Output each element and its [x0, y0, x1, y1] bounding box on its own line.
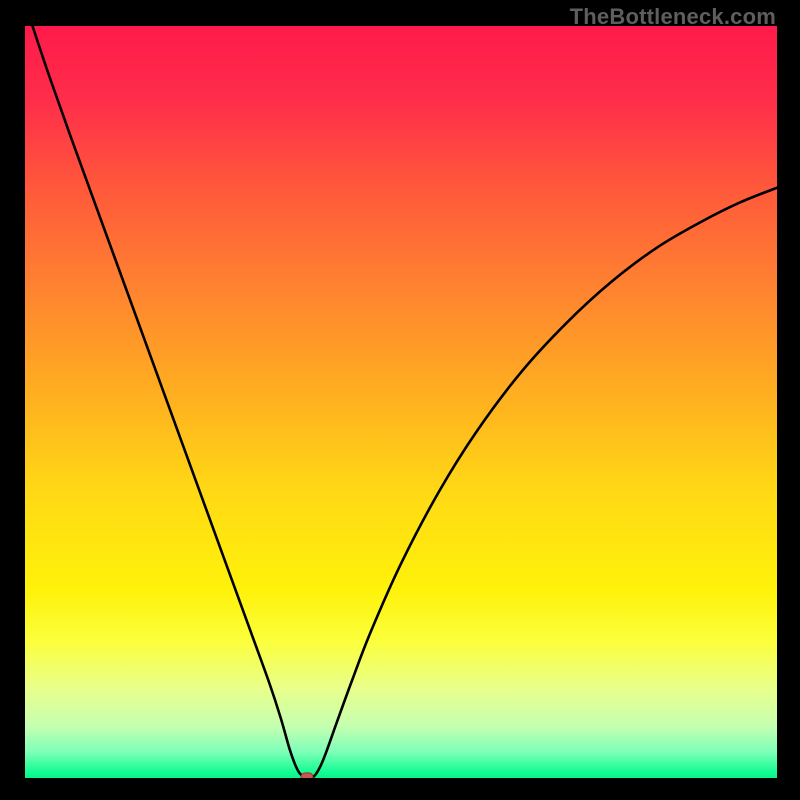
chart-frame: TheBottleneck.com	[0, 0, 800, 800]
chart-svg	[25, 26, 777, 778]
optimal-point-marker	[301, 773, 313, 778]
plot-background	[25, 26, 777, 778]
plot-area	[25, 26, 777, 778]
